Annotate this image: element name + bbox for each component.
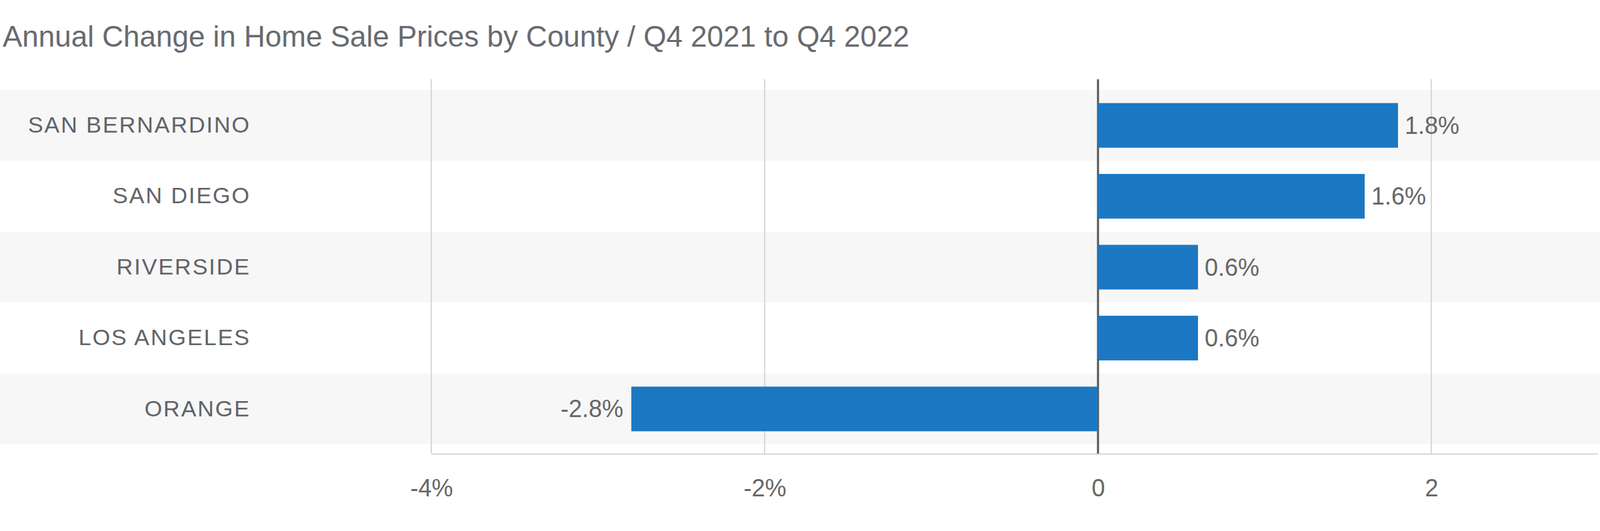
data-label: 0.6%: [1204, 324, 1260, 352]
row-background: [0, 374, 1600, 445]
category-tick: RIVERSIDE: [116, 254, 251, 280]
bar: [1098, 103, 1398, 148]
chart: Annual Change in Home Sale Prices by Cou…: [0, 0, 1600, 531]
category-tick: SAN BERNARDINO: [28, 112, 251, 138]
value-tick: 2: [1424, 454, 1438, 502]
tick-label: -4%: [410, 474, 453, 502]
category-tick: ORANGE: [144, 396, 251, 422]
category-label: ORANGE: [144, 396, 251, 422]
grid-line: [430, 79, 432, 454]
value-tick: -4%: [410, 454, 453, 502]
axis-line: [432, 454, 1599, 456]
bar: [631, 386, 1098, 432]
value-tick: -2%: [743, 454, 786, 502]
category-label: LOS ANGELES: [78, 324, 251, 350]
bar: [1098, 174, 1365, 219]
data-labels: 1.8% 1.6% 0.6% 0.6% -2.8%: [560, 112, 1460, 424]
bar: [1098, 316, 1198, 361]
category-tick: LOS ANGELES: [78, 324, 251, 350]
row-background: [0, 232, 1600, 303]
category-label: SAN BERNARDINO: [28, 112, 251, 138]
category-label: RIVERSIDE: [116, 254, 251, 280]
value-axis: -4% -2% 0 2: [410, 454, 1598, 502]
row-backgrounds: [0, 90, 1600, 445]
data-label: 1.8%: [1404, 112, 1460, 140]
tick-label: 2: [1424, 474, 1438, 502]
data-label: 0.6%: [1204, 254, 1260, 282]
category-axis: SAN BERNARDINO SAN DIEGO RIVERSIDE LOS ANGE…: [28, 112, 251, 422]
bars: [631, 103, 1398, 432]
value-tick: 0: [1091, 454, 1105, 502]
grid: [431, 79, 1432, 454]
category-tick: SAN DIEGO: [112, 182, 251, 208]
title: Annual Change in Home Sale Prices by Cou…: [2, 20, 910, 53]
bar: [1098, 244, 1198, 290]
category-label: SAN DIEGO: [112, 182, 251, 208]
tick-label: 0: [1091, 474, 1105, 502]
data-label: -2.8%: [560, 395, 624, 423]
tick-label: -2%: [743, 474, 786, 502]
data-label: 1.6%: [1371, 182, 1426, 210]
row-background: [0, 90, 1600, 161]
